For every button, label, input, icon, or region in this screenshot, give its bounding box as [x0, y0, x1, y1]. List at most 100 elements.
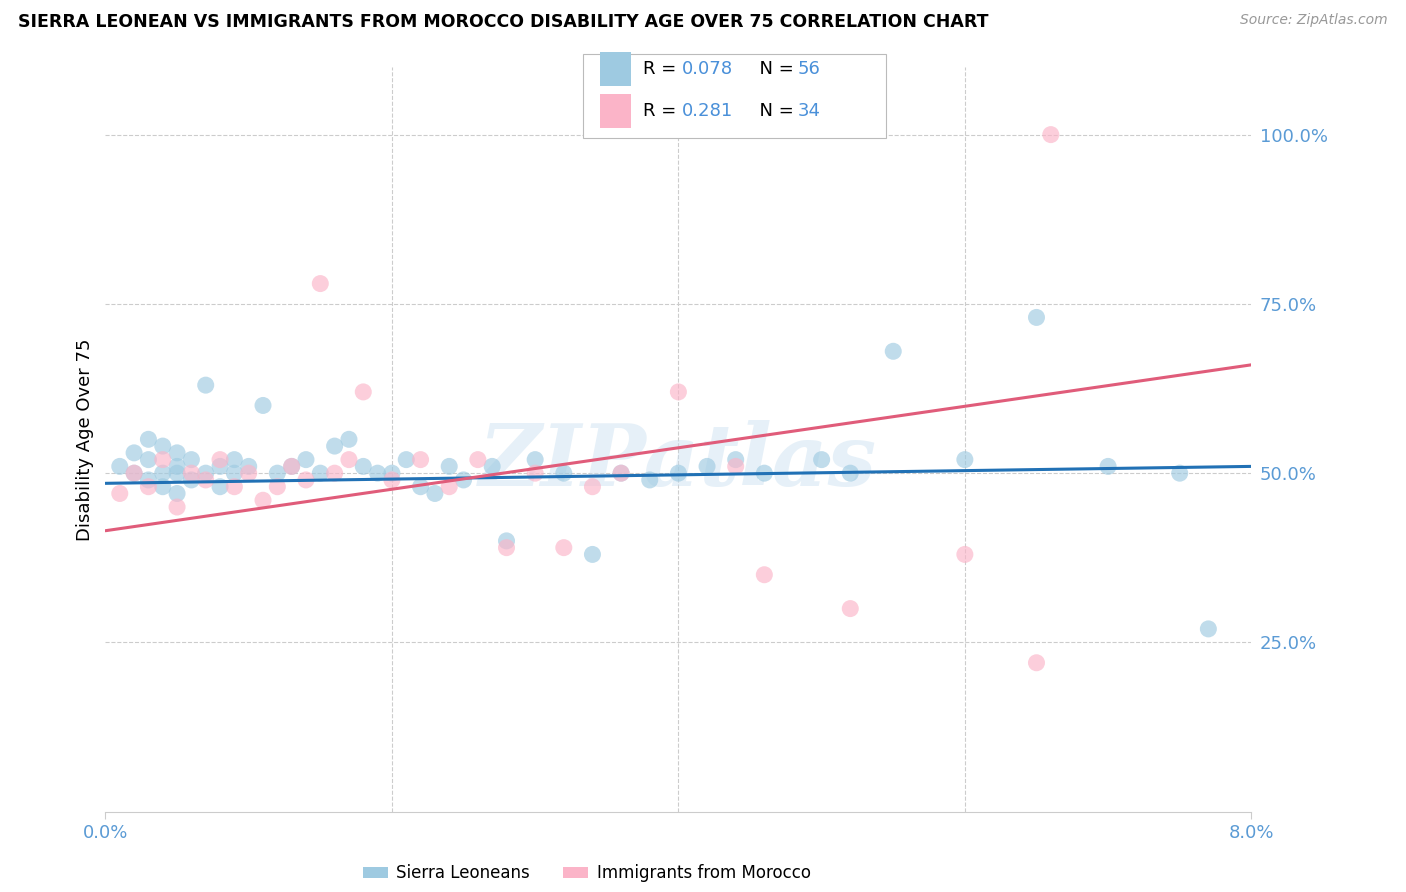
Point [309, 466, 332, 480]
Point [238, 459, 260, 474]
Point [180, 452, 202, 467]
Text: Source: ZipAtlas.com: Source: ZipAtlas.com [1240, 13, 1388, 28]
Point [122, 466, 145, 480]
Point [395, 452, 418, 467]
Point [108, 486, 131, 500]
Point [439, 459, 461, 474]
Point [352, 384, 374, 399]
Point [194, 378, 217, 392]
Point [224, 452, 246, 467]
Text: 34: 34 [797, 103, 820, 120]
Point [252, 399, 274, 413]
Point [381, 466, 404, 480]
Text: 0.078: 0.078 [682, 60, 733, 78]
Point [453, 473, 475, 487]
Point [553, 541, 575, 555]
Point [194, 466, 217, 480]
Point [381, 473, 404, 487]
Point [224, 466, 246, 480]
Point [724, 452, 747, 467]
Point [754, 567, 776, 582]
Point [309, 277, 332, 291]
Point [953, 452, 976, 467]
Point [524, 452, 547, 467]
Text: R =: R = [643, 60, 682, 78]
Point [581, 480, 603, 494]
Point [152, 466, 174, 480]
Text: R =: R = [643, 103, 682, 120]
Point [754, 466, 776, 480]
Point [108, 459, 131, 474]
Point [810, 452, 832, 467]
Point [481, 459, 503, 474]
Point [166, 500, 188, 514]
Legend: Sierra Leoneans, Immigrants from Morocco: Sierra Leoneans, Immigrants from Morocco [356, 858, 817, 889]
Point [1025, 656, 1047, 670]
Point [238, 466, 260, 480]
Point [610, 466, 633, 480]
Point [122, 446, 145, 460]
Point [280, 459, 302, 474]
Point [138, 433, 160, 447]
Text: 56: 56 [797, 60, 820, 78]
Point [138, 480, 160, 494]
Y-axis label: Disability Age Over 75: Disability Age Over 75 [76, 338, 94, 541]
Point [495, 541, 517, 555]
Point [1097, 459, 1119, 474]
Point [337, 452, 360, 467]
Point [180, 466, 202, 480]
Point [1197, 622, 1219, 636]
Point [467, 452, 489, 467]
Point [295, 452, 318, 467]
Point [224, 480, 246, 494]
Point [367, 466, 389, 480]
Point [666, 466, 689, 480]
Point [524, 466, 547, 480]
Point [1168, 466, 1191, 480]
Point [409, 480, 432, 494]
Point [638, 473, 661, 487]
Point [839, 466, 862, 480]
Point [666, 384, 689, 399]
Point [122, 466, 145, 480]
Text: N =: N = [748, 103, 800, 120]
Point [696, 459, 718, 474]
Point [882, 344, 904, 359]
Point [1039, 128, 1062, 142]
Point [266, 480, 288, 494]
Point [323, 439, 346, 453]
Text: N =: N = [748, 60, 800, 78]
Text: 0.281: 0.281 [682, 103, 733, 120]
Point [839, 601, 862, 615]
Point [166, 459, 188, 474]
Point [152, 439, 174, 453]
Point [280, 459, 302, 474]
Point [724, 459, 747, 474]
Point [953, 548, 976, 562]
Point [208, 480, 231, 494]
Point [166, 486, 188, 500]
Point [152, 452, 174, 467]
Point [495, 533, 517, 548]
Point [553, 466, 575, 480]
Point [266, 466, 288, 480]
Point [166, 446, 188, 460]
Point [610, 466, 633, 480]
Point [409, 452, 432, 467]
Point [423, 486, 446, 500]
Text: SIERRA LEONEAN VS IMMIGRANTS FROM MOROCCO DISABILITY AGE OVER 75 CORRELATION CHA: SIERRA LEONEAN VS IMMIGRANTS FROM MOROCC… [18, 13, 988, 31]
Point [439, 480, 461, 494]
Point [252, 493, 274, 508]
Point [208, 452, 231, 467]
Text: ZIPatlas: ZIPatlas [479, 420, 877, 503]
Point [337, 433, 360, 447]
Point [352, 459, 374, 474]
Point [138, 452, 160, 467]
Point [323, 466, 346, 480]
Point [1025, 310, 1047, 325]
Point [581, 548, 603, 562]
Point [208, 459, 231, 474]
Point [194, 473, 217, 487]
Point [152, 480, 174, 494]
Point [295, 473, 318, 487]
